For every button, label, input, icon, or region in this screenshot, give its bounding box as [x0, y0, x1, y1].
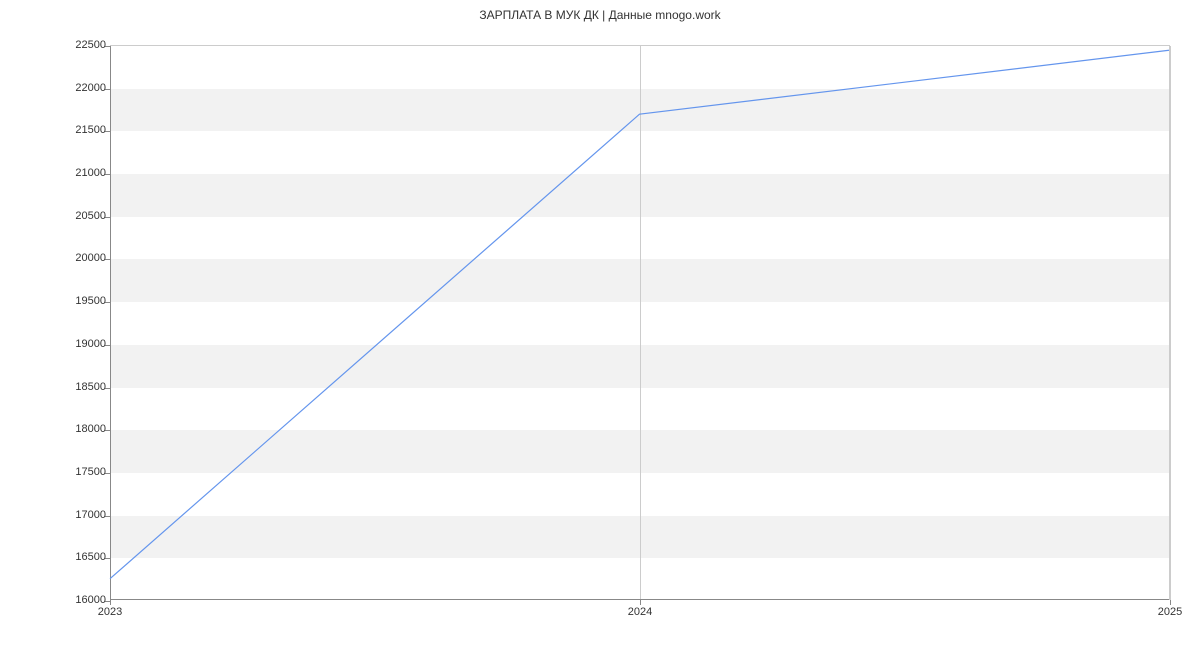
y-axis-label: 16500	[46, 551, 106, 563]
y-axis-label: 21000	[46, 167, 106, 179]
y-axis-label: 20000	[46, 252, 106, 264]
chart-plot-area	[110, 45, 1170, 600]
x-tick	[1170, 600, 1171, 605]
y-axis-label: 17000	[46, 509, 106, 521]
x-axis-label: 2024	[628, 606, 652, 618]
x-gridline	[1170, 46, 1171, 600]
chart-title: ЗАРПЛАТА В МУК ДК | Данные mnogo.work	[0, 0, 1200, 22]
x-axis-label: 2023	[98, 606, 122, 618]
x-tick	[640, 600, 641, 605]
y-axis-label: 18000	[46, 423, 106, 435]
x-axis-label: 2025	[1158, 606, 1182, 618]
y-axis-label: 19000	[46, 338, 106, 350]
y-axis-label: 18500	[46, 381, 106, 393]
y-axis-label: 16000	[46, 594, 106, 606]
chart-line-layer	[110, 46, 1169, 600]
x-tick	[110, 600, 111, 605]
y-axis-label: 19500	[46, 295, 106, 307]
y-axis-label: 22000	[46, 82, 106, 94]
y-axis-label: 21500	[46, 124, 106, 136]
y-axis-label: 20500	[46, 210, 106, 222]
y-axis-label: 17500	[46, 466, 106, 478]
y-axis-label: 22500	[46, 39, 106, 51]
series-line	[110, 50, 1169, 578]
